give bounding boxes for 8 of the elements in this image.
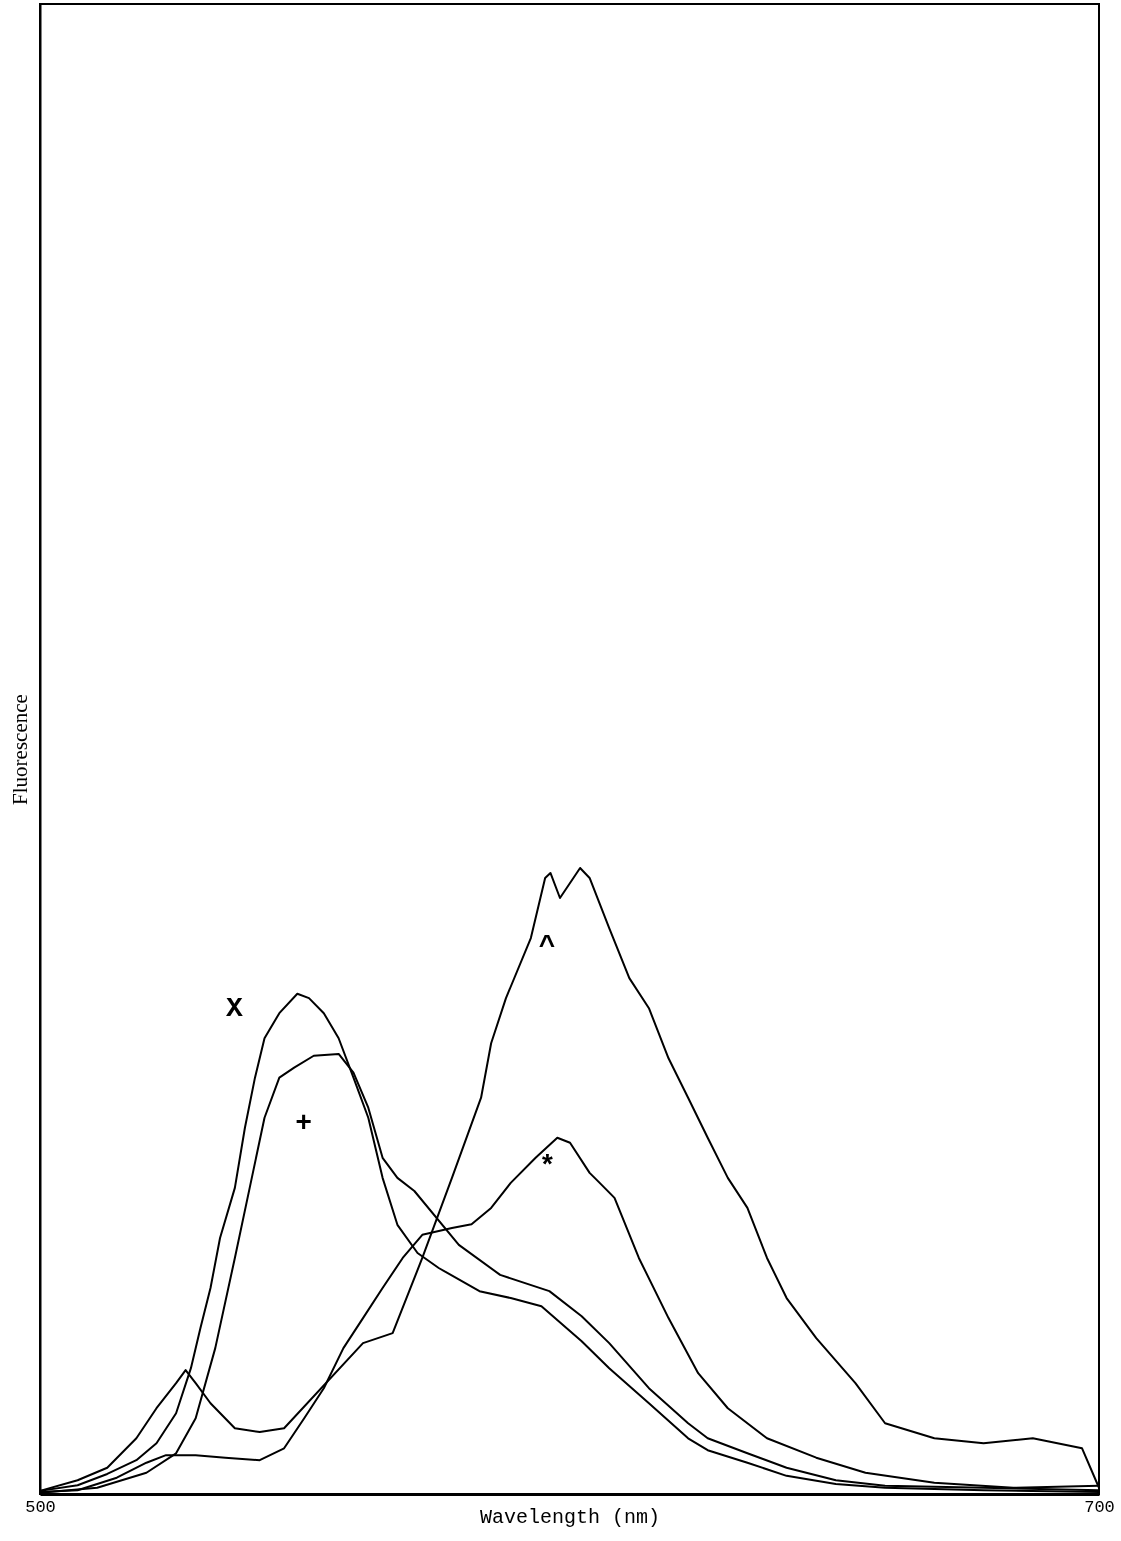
x-tick-label: 500 [25,1497,56,1517]
series-label: + [295,1107,313,1139]
series-label: * [538,1150,556,1182]
y-axis-title: Fluorescence [7,694,32,805]
series-label: X [225,992,243,1024]
x-axis-title: Wavelength (nm) [479,1505,661,1529]
x-tick-label: 700 [1084,1497,1115,1517]
series-label: ^ [538,930,556,962]
